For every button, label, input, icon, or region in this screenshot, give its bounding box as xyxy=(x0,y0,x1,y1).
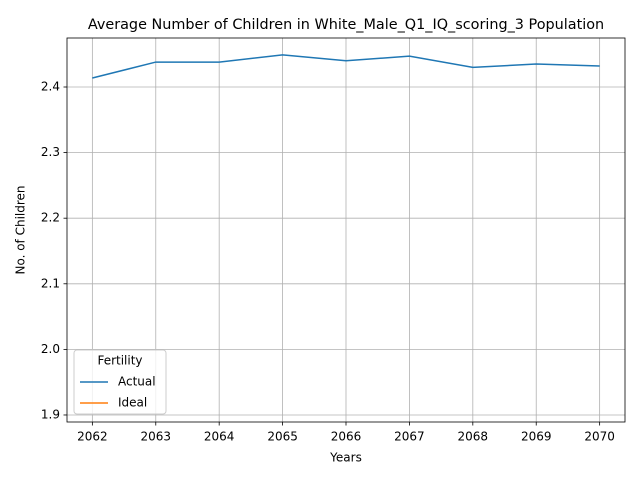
y-tick-label: 2.0 xyxy=(41,342,60,356)
y-tick-label: 2.2 xyxy=(41,211,60,225)
x-tick-label: 2063 xyxy=(140,430,171,444)
y-axis-label: No. of Children xyxy=(14,185,28,274)
y-tick-label: 1.9 xyxy=(41,407,60,421)
y-tick-label: 2.4 xyxy=(41,80,60,94)
chart-title: Average Number of Children in White_Male… xyxy=(88,17,604,33)
x-tick-label: 2062 xyxy=(77,430,108,444)
x-tick-label: 2065 xyxy=(267,430,298,444)
line xyxy=(92,54,600,79)
y-tick-label: 2.1 xyxy=(41,276,60,290)
x-tick-label: 2068 xyxy=(458,430,489,444)
x-tick-label: 2069 xyxy=(521,430,552,444)
legend-label: Actual xyxy=(118,375,156,389)
legend: Fertility Actual Ideal xyxy=(73,349,167,415)
legend-title: Fertility xyxy=(97,354,142,368)
x-tick-label: 2067 xyxy=(394,430,425,444)
x-tick-label: 2066 xyxy=(331,430,362,444)
x-tick-label: 2070 xyxy=(584,430,615,444)
legend-label: Ideal xyxy=(118,396,147,410)
plot-frame xyxy=(66,37,626,423)
x-tick-label: 2064 xyxy=(204,430,235,444)
x-axis-label: Years xyxy=(329,451,362,465)
y-tick-label: 2.3 xyxy=(41,145,60,159)
legend-box xyxy=(73,349,167,415)
